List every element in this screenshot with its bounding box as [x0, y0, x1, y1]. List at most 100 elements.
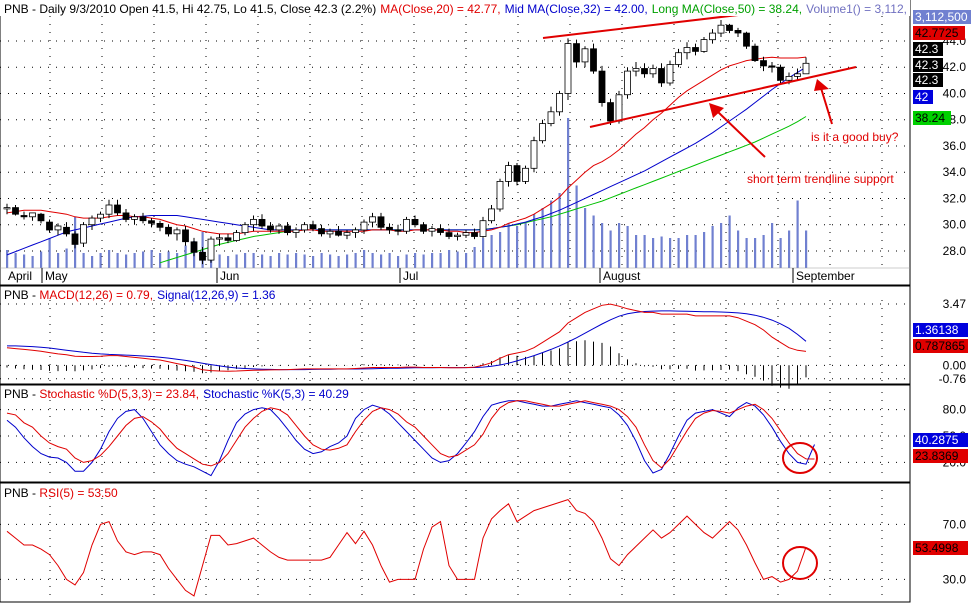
- header-ma20: MA(Close,20) = 42.77,: [380, 2, 500, 16]
- candle: [122, 208, 130, 223]
- candle: [12, 205, 19, 216]
- volume-bar: [626, 226, 629, 268]
- volume-bar: [159, 253, 162, 268]
- stoch-header-prefix: PNB -: [4, 387, 39, 401]
- volume-bar: [388, 253, 391, 268]
- volume-bar: [125, 254, 128, 268]
- volume-bar: [23, 254, 26, 268]
- volume-bar: [244, 253, 247, 268]
- candle: [428, 226, 436, 237]
- svg-text:42.3: 42.3: [915, 73, 939, 87]
- volume-bar: [405, 254, 408, 268]
- svg-text:42.3: 42.3: [915, 58, 939, 72]
- volume-bar: [737, 230, 740, 268]
- macd-header-signal: Signal(12,26,9) = 1.36: [157, 288, 276, 302]
- volume-bar: [499, 232, 502, 268]
- arrow-good-buy-head: [814, 79, 829, 91]
- y-tick-label: 42.0: [943, 60, 967, 74]
- volume-bar: [652, 238, 655, 268]
- volume-bar: [108, 250, 111, 268]
- candle: [224, 233, 232, 244]
- badge-ma20: 42.7725: [913, 26, 965, 40]
- volume-bar: [142, 251, 145, 268]
- candle: [624, 67, 631, 99]
- candle: [173, 227, 181, 241]
- volume-bar: [380, 254, 383, 268]
- volume-bar: [507, 223, 510, 268]
- volume-bar: [541, 208, 544, 268]
- candle: [275, 223, 283, 234]
- volume-bar: [6, 250, 9, 268]
- candle: [190, 237, 198, 257]
- candle: [615, 90, 623, 124]
- badge-last: 42.3: [913, 73, 943, 87]
- candle: [105, 199, 113, 219]
- y-tick-label: 70.0: [943, 517, 967, 531]
- svg-text:42: 42: [915, 90, 929, 104]
- candle: [80, 222, 87, 247]
- badge-high: 42.3: [913, 42, 943, 56]
- stoch-header-d: Stochastic %D(5,3,3) = 23.84,: [39, 387, 199, 401]
- volume-bar: [397, 256, 400, 268]
- candle: [445, 228, 453, 240]
- volume-bar: [65, 248, 68, 268]
- candle: [182, 226, 189, 246]
- price-panel: is it a good buy? short term trendline s…: [0, 0, 911, 286]
- volume-bar: [235, 254, 238, 268]
- candle: [352, 227, 359, 238]
- volume-bar: [303, 254, 306, 268]
- volume-bar: [227, 256, 230, 268]
- badge-stoch-d: 23.8369: [913, 449, 968, 463]
- volume-bar: [490, 235, 493, 268]
- svg-text:40.2875: 40.2875: [915, 433, 959, 447]
- candle: [216, 233, 223, 246]
- candle: [768, 61, 776, 73]
- rsi-circle: [782, 546, 818, 580]
- candle: [590, 43, 597, 74]
- svg-text:23.8369: 23.8369: [915, 449, 959, 463]
- header-volume: Volume1() = 3,112,: [806, 2, 907, 16]
- candle: [241, 222, 249, 236]
- candle: [318, 224, 325, 237]
- candle: [462, 229, 470, 238]
- y-tick-label: 0.00: [943, 358, 967, 372]
- volume-bar: [643, 235, 646, 268]
- candle: [581, 46, 589, 68]
- volume-bar: [456, 251, 459, 268]
- svg-text:PNB - MACD(12,26) = 0.79,Signa: PNB - MACD(12,26) = 0.79, Signal(12,26,9)…: [4, 288, 276, 302]
- volume-bar: [805, 230, 808, 268]
- candle: [292, 227, 300, 238]
- candle: [335, 226, 342, 237]
- candle: [598, 65, 606, 107]
- month-august: August: [603, 269, 641, 283]
- volume-bar: [184, 245, 187, 268]
- candle: [675, 48, 682, 68]
- y-tick-label: 30.0: [943, 218, 967, 232]
- candle: [343, 229, 351, 240]
- volume-bar: [575, 185, 578, 268]
- candle: [156, 220, 164, 232]
- candle: [726, 23, 733, 34]
- y-tick-label: 36.0: [943, 139, 967, 153]
- macd-line: [6, 303, 807, 372]
- svg-text:38.24: 38.24: [915, 111, 945, 125]
- month-labels: April May Jun Jul August September: [0, 267, 910, 283]
- header-prefix: PNB - Daily 9/3/2010 Open 41.5, Hi 42.75…: [4, 2, 376, 16]
- macd-histogram: [6, 340, 807, 389]
- volume-bar: [482, 238, 485, 268]
- volume-bar: [346, 254, 349, 268]
- macd-panel: PNB - MACD(12,26) = 0.79, Signal(12,26,9)…: [0, 285, 911, 389]
- volume-bar: [473, 247, 476, 268]
- volume-bar: [422, 254, 425, 268]
- volume-bar: [720, 223, 723, 268]
- volume-bar: [286, 254, 289, 268]
- volume-bar: [745, 238, 748, 268]
- volume-bar: [677, 238, 680, 268]
- candle: [709, 29, 716, 44]
- candle: [700, 37, 708, 53]
- header-ma32: Mid MA(Close,32) = 42.00,: [505, 2, 648, 16]
- y-tick-label: 40.0: [943, 86, 967, 100]
- candle: [165, 224, 172, 237]
- volume-bar: [150, 250, 153, 268]
- candle: [394, 224, 402, 236]
